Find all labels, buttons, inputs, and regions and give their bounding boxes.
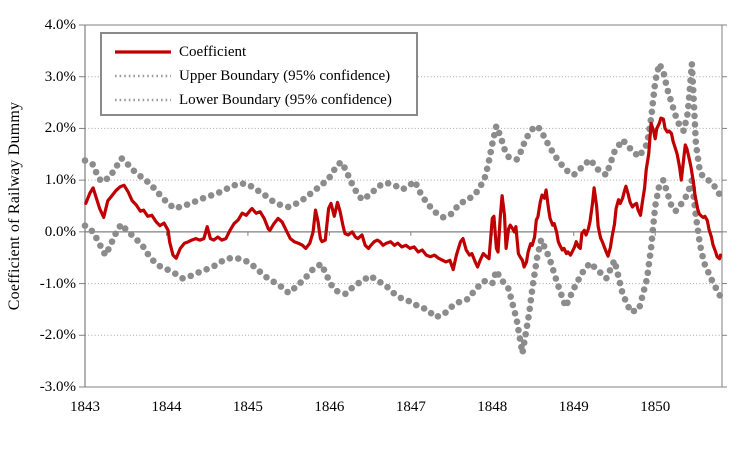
y-tick-label: 0.0% (44, 223, 76, 240)
x-tick-label: 1843 (70, 399, 100, 415)
x-tick-label: 1846 (314, 399, 345, 415)
x-axis-zero-line (84, 231, 722, 236)
x-tick-label: 1847 (395, 399, 426, 415)
legend-solid-line-sample (115, 50, 171, 54)
x-tick-label: 1844 (151, 399, 182, 415)
legend-dotted-line-sample-lower (115, 98, 171, 102)
legend-row-upper-boundary: Upper Boundary (95% confidence) (102, 64, 416, 88)
x-tick-label: 1848 (477, 399, 508, 415)
y-tick-label: 2.0% (44, 120, 76, 137)
legend-row-coefficient: Coefficient (102, 40, 416, 64)
legend-label-upper-boundary: Upper Boundary (95% confidence) (179, 67, 391, 84)
legend: Coefficient Upper Boundary (95% confiden… (100, 32, 418, 116)
coefficient-line (84, 116, 723, 272)
y-tick-label: -3.0% (39, 379, 76, 395)
y-tick-label: -2.0% (39, 327, 76, 344)
upper-boundary-dots (81, 61, 723, 221)
y-tick-label: 3.0% (44, 68, 76, 85)
lower-boundary-dots (81, 177, 724, 355)
legend-label-lower-boundary: Lower Boundary (95% confidence) (179, 91, 392, 108)
x-tick-label: 1845 (232, 399, 263, 415)
y-tick-label: -1.0% (39, 275, 76, 292)
legend-row-lower-boundary: Lower Boundary (95% confidence) (102, 88, 416, 112)
y-tick-label: 4.0% (44, 17, 76, 33)
x-tick-label: 1850 (640, 399, 671, 415)
x-tick-label: 1849 (558, 399, 589, 415)
legend-label-coefficient: Coefficient (179, 43, 247, 60)
y-tick-label: 1.0% (44, 172, 76, 189)
y-axis (79, 24, 727, 388)
legend-dotted-line-sample-upper (115, 74, 171, 78)
